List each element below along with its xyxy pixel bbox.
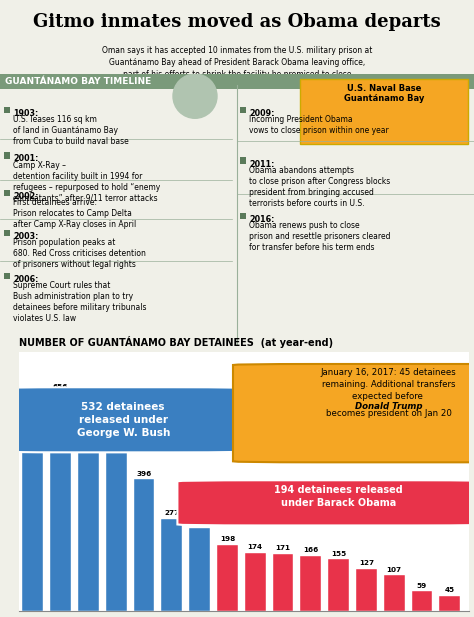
Text: 656: 656 bbox=[53, 384, 68, 390]
Text: 174: 174 bbox=[248, 544, 263, 550]
FancyBboxPatch shape bbox=[240, 107, 246, 114]
Bar bbox=[301, 556, 321, 611]
Text: U.S. Naval Base
Guantánamo Bay: U.S. Naval Base Guantánamo Bay bbox=[344, 84, 424, 104]
Bar bbox=[134, 479, 155, 611]
FancyBboxPatch shape bbox=[233, 364, 474, 462]
Text: NUMBER OF GUANTÁNAMO BAY DETAINEES  (at year-end): NUMBER OF GUANTÁNAMO BAY DETAINEES (at y… bbox=[19, 336, 333, 348]
Text: 155: 155 bbox=[331, 551, 346, 557]
FancyBboxPatch shape bbox=[300, 79, 468, 144]
Text: Supreme Court rules that
Bush administration plan to try
detainees before milita: Supreme Court rules that Bush administra… bbox=[13, 281, 146, 323]
Text: 624: 624 bbox=[25, 395, 40, 401]
Text: 198: 198 bbox=[220, 536, 235, 542]
Text: 166: 166 bbox=[303, 547, 319, 553]
FancyBboxPatch shape bbox=[0, 74, 474, 89]
Text: First detainees arrive.
Prison relocates to Camp Delta
after Camp X-Ray closes i: First detainees arrive. Prison relocates… bbox=[13, 197, 136, 229]
Bar bbox=[384, 575, 405, 611]
Bar bbox=[245, 553, 265, 611]
Text: 2016:: 2016: bbox=[249, 215, 274, 224]
FancyBboxPatch shape bbox=[4, 189, 10, 196]
Text: 194 detainees released
under Barack Obama: 194 detainees released under Barack Obam… bbox=[274, 484, 403, 508]
Bar bbox=[22, 404, 43, 611]
FancyBboxPatch shape bbox=[240, 157, 246, 164]
FancyBboxPatch shape bbox=[4, 230, 10, 236]
Text: 2001:: 2001: bbox=[13, 154, 38, 164]
Bar bbox=[217, 545, 238, 611]
Text: 127: 127 bbox=[359, 560, 374, 566]
Bar bbox=[273, 554, 293, 611]
Text: 248: 248 bbox=[192, 520, 207, 526]
Text: 2003:: 2003: bbox=[13, 232, 38, 241]
Text: 59: 59 bbox=[417, 582, 427, 589]
Text: 396: 396 bbox=[137, 471, 152, 476]
Bar bbox=[106, 446, 127, 611]
FancyBboxPatch shape bbox=[4, 152, 10, 159]
Polygon shape bbox=[444, 445, 464, 462]
Text: 2011:: 2011: bbox=[249, 160, 274, 168]
Text: U.S. leases 116 sq km
of land in Guantánamo Bay
from Cuba to build naval base: U.S. leases 116 sq km of land in Guantán… bbox=[13, 115, 129, 146]
Bar bbox=[78, 428, 99, 611]
Text: 45: 45 bbox=[445, 587, 455, 593]
Bar bbox=[162, 519, 182, 611]
Text: 277: 277 bbox=[164, 510, 179, 516]
FancyBboxPatch shape bbox=[240, 213, 246, 219]
Bar bbox=[356, 569, 377, 611]
Text: 171: 171 bbox=[275, 545, 291, 552]
Text: Obama abandons attempts
to close prison after Congress blocks
president from bri: Obama abandons attempts to close prison … bbox=[249, 165, 390, 208]
Text: January 16, 2017: 45 detainees
remaining. Additional transfers
expected before: January 16, 2017: 45 detainees remaining… bbox=[321, 368, 456, 401]
Text: Incoming President Obama
vows to close prison within one year: Incoming President Obama vows to close p… bbox=[249, 115, 389, 135]
Text: 550: 550 bbox=[81, 420, 96, 426]
Text: 532 detainees
released under
George W. Bush: 532 detainees released under George W. B… bbox=[76, 402, 170, 438]
Circle shape bbox=[173, 74, 217, 118]
Text: 2006:: 2006: bbox=[13, 275, 38, 284]
Bar bbox=[50, 393, 71, 611]
Text: Oman says it has accepted 10 inmates from the U.S. military prison at
Guantánamo: Oman says it has accepted 10 inmates fro… bbox=[102, 46, 372, 78]
Text: becomes president on Jan 20: becomes president on Jan 20 bbox=[326, 409, 452, 418]
Text: GUANTÁNAMO BAY TIMELINE: GUANTÁNAMO BAY TIMELINE bbox=[5, 77, 151, 86]
Text: 2009:: 2009: bbox=[249, 109, 274, 118]
Text: 1903:: 1903: bbox=[13, 109, 38, 118]
Bar bbox=[328, 560, 349, 611]
Bar bbox=[411, 591, 432, 611]
Bar bbox=[189, 528, 210, 611]
FancyBboxPatch shape bbox=[0, 387, 255, 452]
FancyBboxPatch shape bbox=[177, 480, 474, 526]
Text: Prison population peaks at
680. Red Cross criticises detention
of prisoners with: Prison population peaks at 680. Red Cros… bbox=[13, 238, 146, 269]
Text: 496: 496 bbox=[109, 437, 124, 444]
Text: Obama renews push to close
prison and resettle prisoners cleared
for transfer be: Obama renews push to close prison and re… bbox=[249, 221, 391, 252]
Text: Gitmo inmates moved as Obama departs: Gitmo inmates moved as Obama departs bbox=[33, 14, 441, 31]
Text: 2002:: 2002: bbox=[13, 192, 38, 201]
Text: 107: 107 bbox=[387, 566, 401, 573]
FancyBboxPatch shape bbox=[4, 273, 10, 279]
Text: Donald Trump: Donald Trump bbox=[355, 402, 422, 410]
Text: Camp X-Ray –
detention facility built in 1994 for
refugees – repurposed to hold : Camp X-Ray – detention facility built in… bbox=[13, 160, 160, 203]
FancyBboxPatch shape bbox=[4, 107, 10, 114]
Bar bbox=[439, 596, 460, 611]
